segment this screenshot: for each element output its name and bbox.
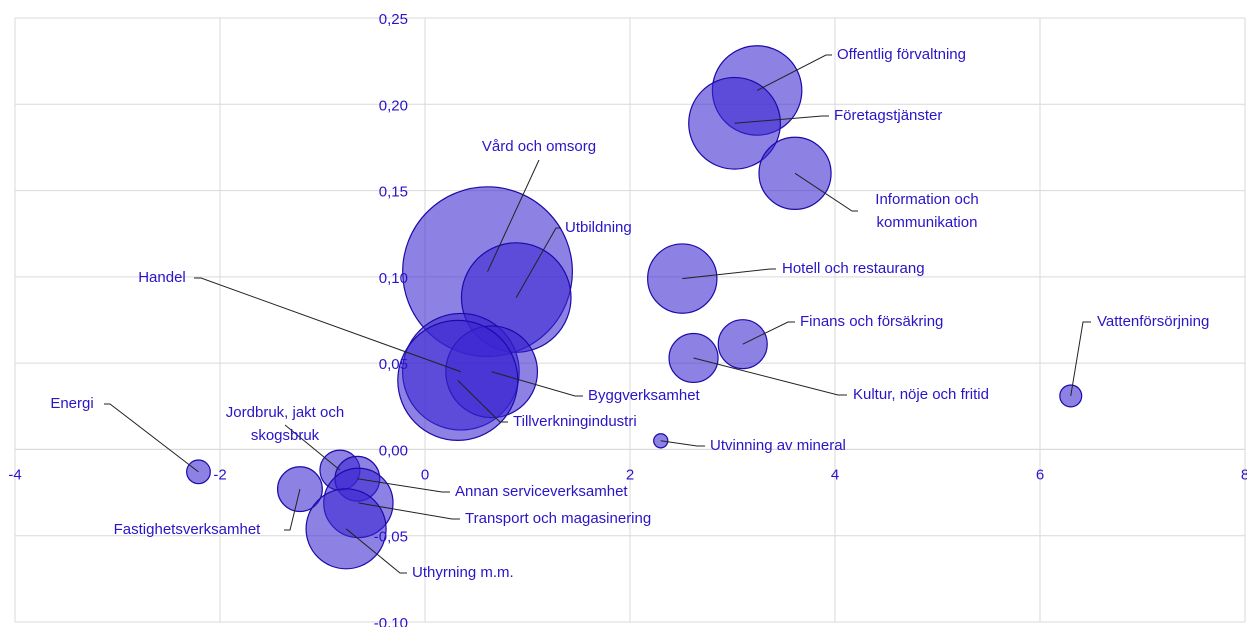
x-tick-label: 6 (1036, 466, 1044, 483)
leader-line (487, 159, 540, 272)
label-line: skogsbruk (251, 427, 320, 444)
y-tick-label: -0,05 (374, 529, 408, 546)
leader-line (693, 357, 847, 396)
bubble-label: Tillverkningindustri (513, 413, 637, 430)
bubble-label: Handel (138, 269, 186, 286)
leader-line (284, 489, 301, 531)
leader-line (358, 502, 460, 520)
y-tick-label: 0,00 (379, 442, 408, 459)
label-line: Information och (875, 191, 978, 208)
bubble-label: Transport och magasinering (465, 510, 651, 527)
leader-line (284, 424, 341, 471)
bubbles (186, 45, 1083, 570)
labels: Offentlig förvaltning Företagstjänster Inf… (50, 46, 1209, 581)
leader-line (345, 528, 407, 574)
bubble-label: Utbildning (565, 219, 632, 236)
bubble-label: Företagstjänster (834, 107, 942, 124)
leader-line (756, 54, 832, 91)
bubble-label: Annan serviceverksamhet (455, 483, 628, 500)
bubble-label: Byggverksamhet (588, 387, 701, 404)
leader-line (682, 268, 776, 280)
bubble-label: Fastighetsverksamhet (114, 521, 262, 538)
leader-line (491, 371, 583, 397)
y-tick-label: 0,05 (379, 356, 408, 373)
leader-line (660, 440, 705, 447)
bubble-label: Vård och omsorg (482, 138, 596, 155)
leader-line (1070, 321, 1091, 397)
x-tick-label: 8 (1241, 466, 1247, 483)
x-tick-label: 0 (421, 466, 429, 483)
leader-line (734, 115, 829, 124)
bubble-label: Energi (50, 395, 93, 412)
bubble-label: Hotell och restaurang (782, 260, 925, 277)
y-tick-label: 0,15 (379, 184, 408, 201)
y-tick-label: 0,10 (379, 270, 408, 287)
leader-line (515, 227, 561, 298)
bubble-label: Utvinning av mineral (710, 437, 846, 454)
label-line: Jordbruk, jakt och (226, 404, 344, 421)
leader-line (742, 321, 795, 345)
x-tick-label: 2 (626, 466, 634, 483)
bubble-label: Uthyrning m.m. (412, 564, 514, 581)
bubble-label: Information och kommunikation (875, 191, 978, 231)
y-tick-label: 0,25 (379, 11, 408, 28)
leader-line (104, 403, 199, 473)
bubble-label: Vattenförsörjning (1097, 313, 1209, 330)
bubble-label: Kultur, nöje och fritid (853, 386, 989, 403)
bubble-label: Offentlig förvaltning (837, 46, 966, 63)
leader-line (794, 172, 858, 212)
x-tick-label: 4 (831, 466, 839, 483)
label-line: kommunikation (877, 214, 978, 231)
leader-line (194, 277, 462, 373)
x-tick-label: -2 (213, 466, 226, 483)
bubble-label: Finans och försäkring (800, 313, 943, 330)
leader-line (457, 380, 508, 423)
x-tick-label: -4 (8, 466, 21, 483)
y-tick-label: -0,10 (374, 615, 408, 627)
y-tick-label: 0,20 (379, 97, 408, 114)
bubble (1059, 384, 1083, 408)
leader-line (357, 478, 450, 493)
bubble-label: Jordbruk, jakt och skogsbruk (226, 404, 344, 444)
